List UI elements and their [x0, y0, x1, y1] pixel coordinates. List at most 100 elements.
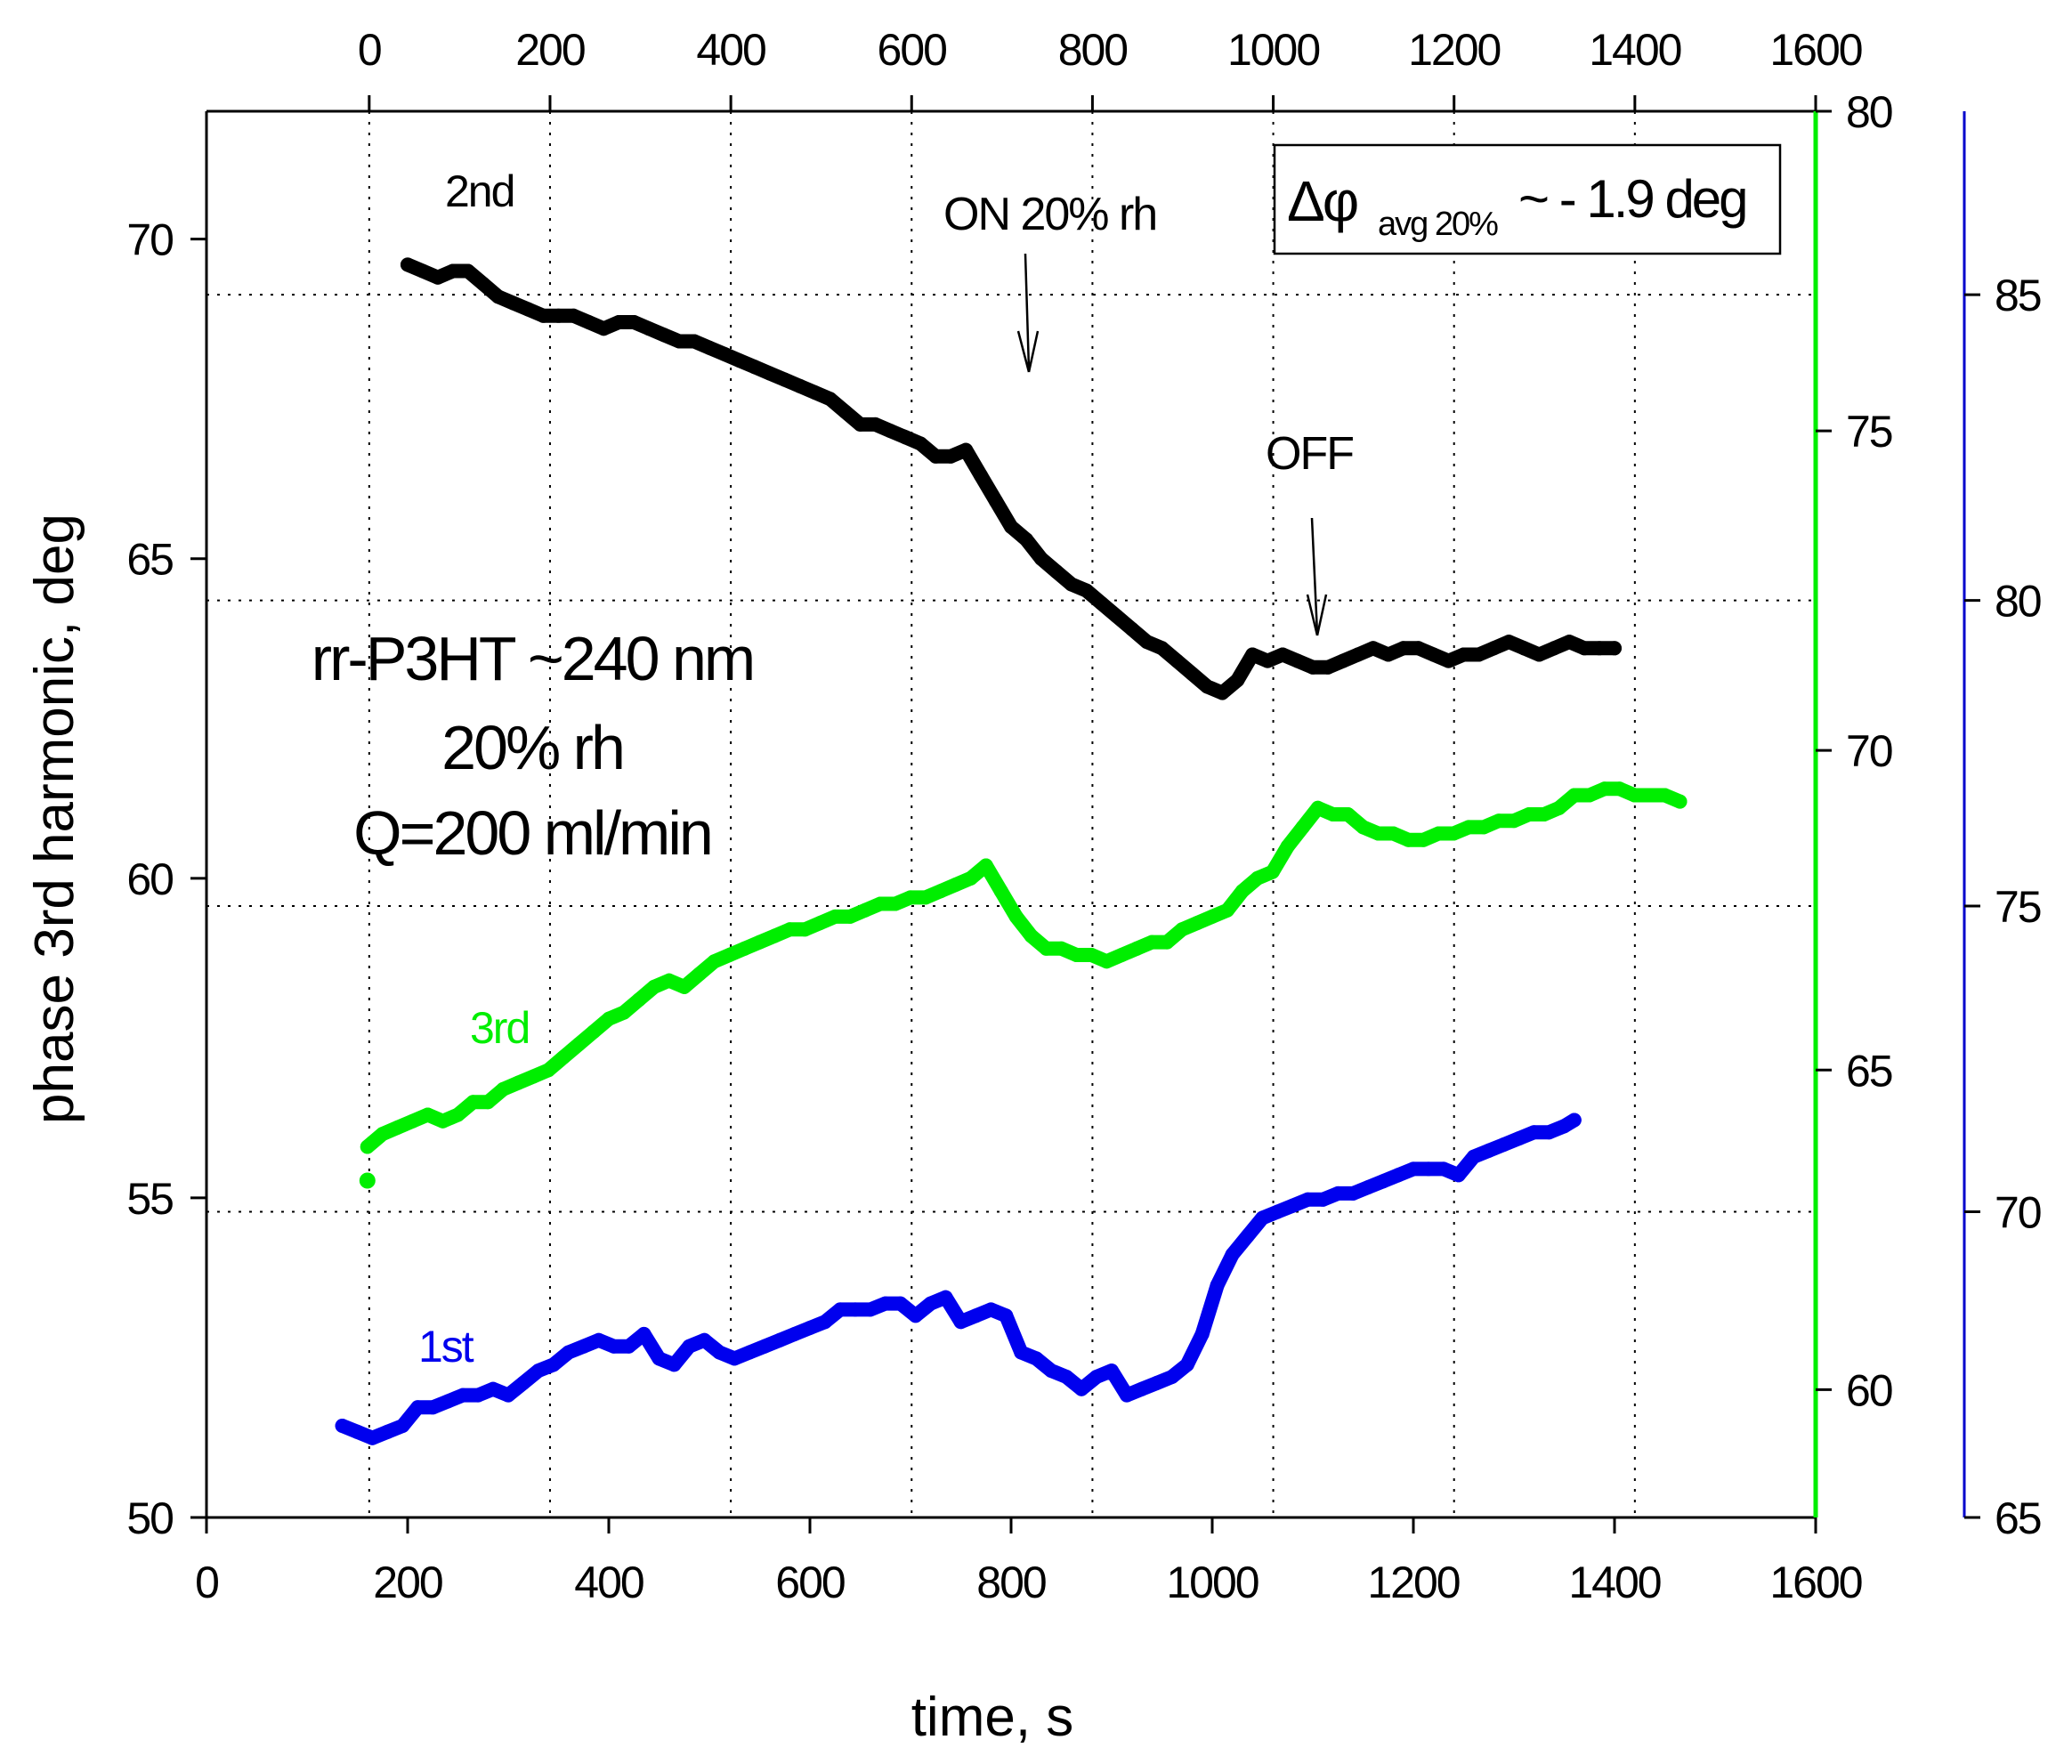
data-point-3rd — [1612, 781, 1627, 797]
data-point-3rd — [993, 884, 1008, 899]
data-point-3rd — [420, 1107, 435, 1122]
data-point-1st — [486, 1381, 500, 1396]
data-point-1st — [968, 1308, 983, 1323]
data-point-2nd — [1380, 647, 1396, 662]
data-point-1st — [1542, 1125, 1557, 1140]
data-point-2nd — [551, 308, 566, 323]
data-point-2nd — [717, 346, 732, 361]
data-point-1st — [1105, 1363, 1119, 1379]
data-point-3rd — [752, 935, 767, 950]
data-point-3rd — [1190, 916, 1204, 931]
data-point-3rd — [631, 992, 646, 1007]
data-point-3rd — [1054, 941, 1069, 956]
data-point-3rd — [1627, 788, 1642, 803]
data-point-3rd — [1280, 838, 1295, 854]
top-x-tick-label: 200 — [515, 25, 585, 75]
data-point-1st — [1421, 1161, 1436, 1177]
top-x-tick-label: 800 — [1058, 25, 1128, 75]
data-point-2nd — [943, 449, 959, 464]
data-point-1st — [395, 1419, 410, 1433]
data-point-1st — [667, 1357, 682, 1372]
data-point-1st — [757, 1339, 773, 1354]
data-point-3rd — [1446, 826, 1461, 841]
data-point-3rd — [1265, 864, 1280, 879]
green-tick-label: 65 — [1846, 1046, 1892, 1096]
data-point-1st — [847, 1302, 862, 1317]
data-point-1st — [621, 1339, 636, 1354]
data-point-1st — [999, 1308, 1014, 1323]
data-point-3rd — [1340, 807, 1356, 821]
data-point-1st — [938, 1290, 953, 1305]
data-point-3rd — [571, 1037, 587, 1052]
data-point-2nd — [1396, 641, 1411, 656]
data-point-2nd — [475, 276, 490, 291]
data-point-3rd — [1069, 948, 1084, 962]
data-point-2nd — [1350, 647, 1365, 662]
data-point-3rd — [1234, 884, 1250, 899]
info-sample: rr-P3HT ~240 nm — [312, 624, 753, 693]
tick-marks — [190, 95, 1980, 1533]
data-point-1st — [1511, 1131, 1526, 1146]
data-point-3rd — [1672, 794, 1688, 809]
data-point-2nd — [1079, 583, 1094, 598]
data-point-1st — [636, 1326, 652, 1341]
blue-tick-label: 75 — [1995, 882, 2041, 932]
data-point-2nd — [1411, 641, 1426, 656]
data-point-2nd — [777, 372, 792, 387]
annotation-on: ON 20% rh — [943, 189, 1156, 240]
data-point-2nd — [687, 334, 701, 349]
data-point-2nd — [1064, 577, 1079, 592]
data-point-2nd — [1532, 647, 1547, 662]
data-point-1st — [530, 1363, 546, 1379]
data-point-2nd — [415, 263, 430, 279]
data-point-3rd — [541, 1063, 556, 1078]
data-point-2nd — [1607, 641, 1622, 656]
data-point-3rd — [1551, 800, 1566, 815]
data-point-3rd — [1024, 928, 1039, 943]
data-point-2nd — [1109, 609, 1124, 624]
data-point-1st — [893, 1296, 908, 1311]
x-tick-label: 1200 — [1367, 1558, 1459, 1607]
data-point-3rd — [722, 948, 737, 962]
data-point-3rd — [1250, 870, 1265, 886]
data-point-1st — [1014, 1345, 1029, 1360]
data-point-1st — [380, 1424, 395, 1439]
data-point-1st — [652, 1351, 667, 1366]
data-point-1st — [1120, 1388, 1134, 1403]
data-point-2nd — [611, 315, 627, 329]
data-point-2nd — [596, 321, 611, 336]
data-point-1st — [501, 1388, 515, 1403]
data-point-2nd — [1365, 641, 1380, 656]
data-point-2nd — [1019, 532, 1033, 547]
data-point-1st — [1346, 1185, 1361, 1201]
data-point-1st — [983, 1302, 999, 1317]
delta-phi-subscript: avg 20% — [1378, 206, 1498, 243]
data-point-1st — [606, 1339, 621, 1354]
x-tick-label: 400 — [574, 1558, 643, 1607]
data-point-1st — [1194, 1326, 1210, 1341]
top-x-tick-label: 1000 — [1227, 25, 1319, 75]
data-point-1st — [1496, 1137, 1511, 1152]
green-tick-label: 80 — [1846, 87, 1892, 137]
x-axis-title: time, s — [911, 1687, 1074, 1748]
data-point-3rd — [481, 1095, 496, 1110]
data-point-3rd — [1566, 788, 1582, 803]
x-tick-label: 800 — [976, 1558, 1046, 1607]
data-point-3rd — [465, 1095, 481, 1110]
top-x-tick-label: 600 — [878, 25, 947, 75]
data-point-2nd — [1245, 647, 1260, 662]
data-point-2nd — [1562, 635, 1577, 650]
data-point-2nd — [1260, 653, 1275, 668]
data-point-2nd — [1592, 641, 1607, 656]
data-point-2nd — [1048, 564, 1064, 579]
data-point-1st — [1059, 1370, 1074, 1384]
data-point-1st — [727, 1351, 742, 1366]
data-point-3rd — [1522, 807, 1536, 821]
data-point-1st — [471, 1388, 486, 1403]
data-point-2nd — [1154, 641, 1170, 656]
data-point-2nd — [928, 449, 943, 464]
data-point-2nd — [1321, 659, 1335, 675]
blue-tick-label: 65 — [1995, 1493, 2041, 1543]
